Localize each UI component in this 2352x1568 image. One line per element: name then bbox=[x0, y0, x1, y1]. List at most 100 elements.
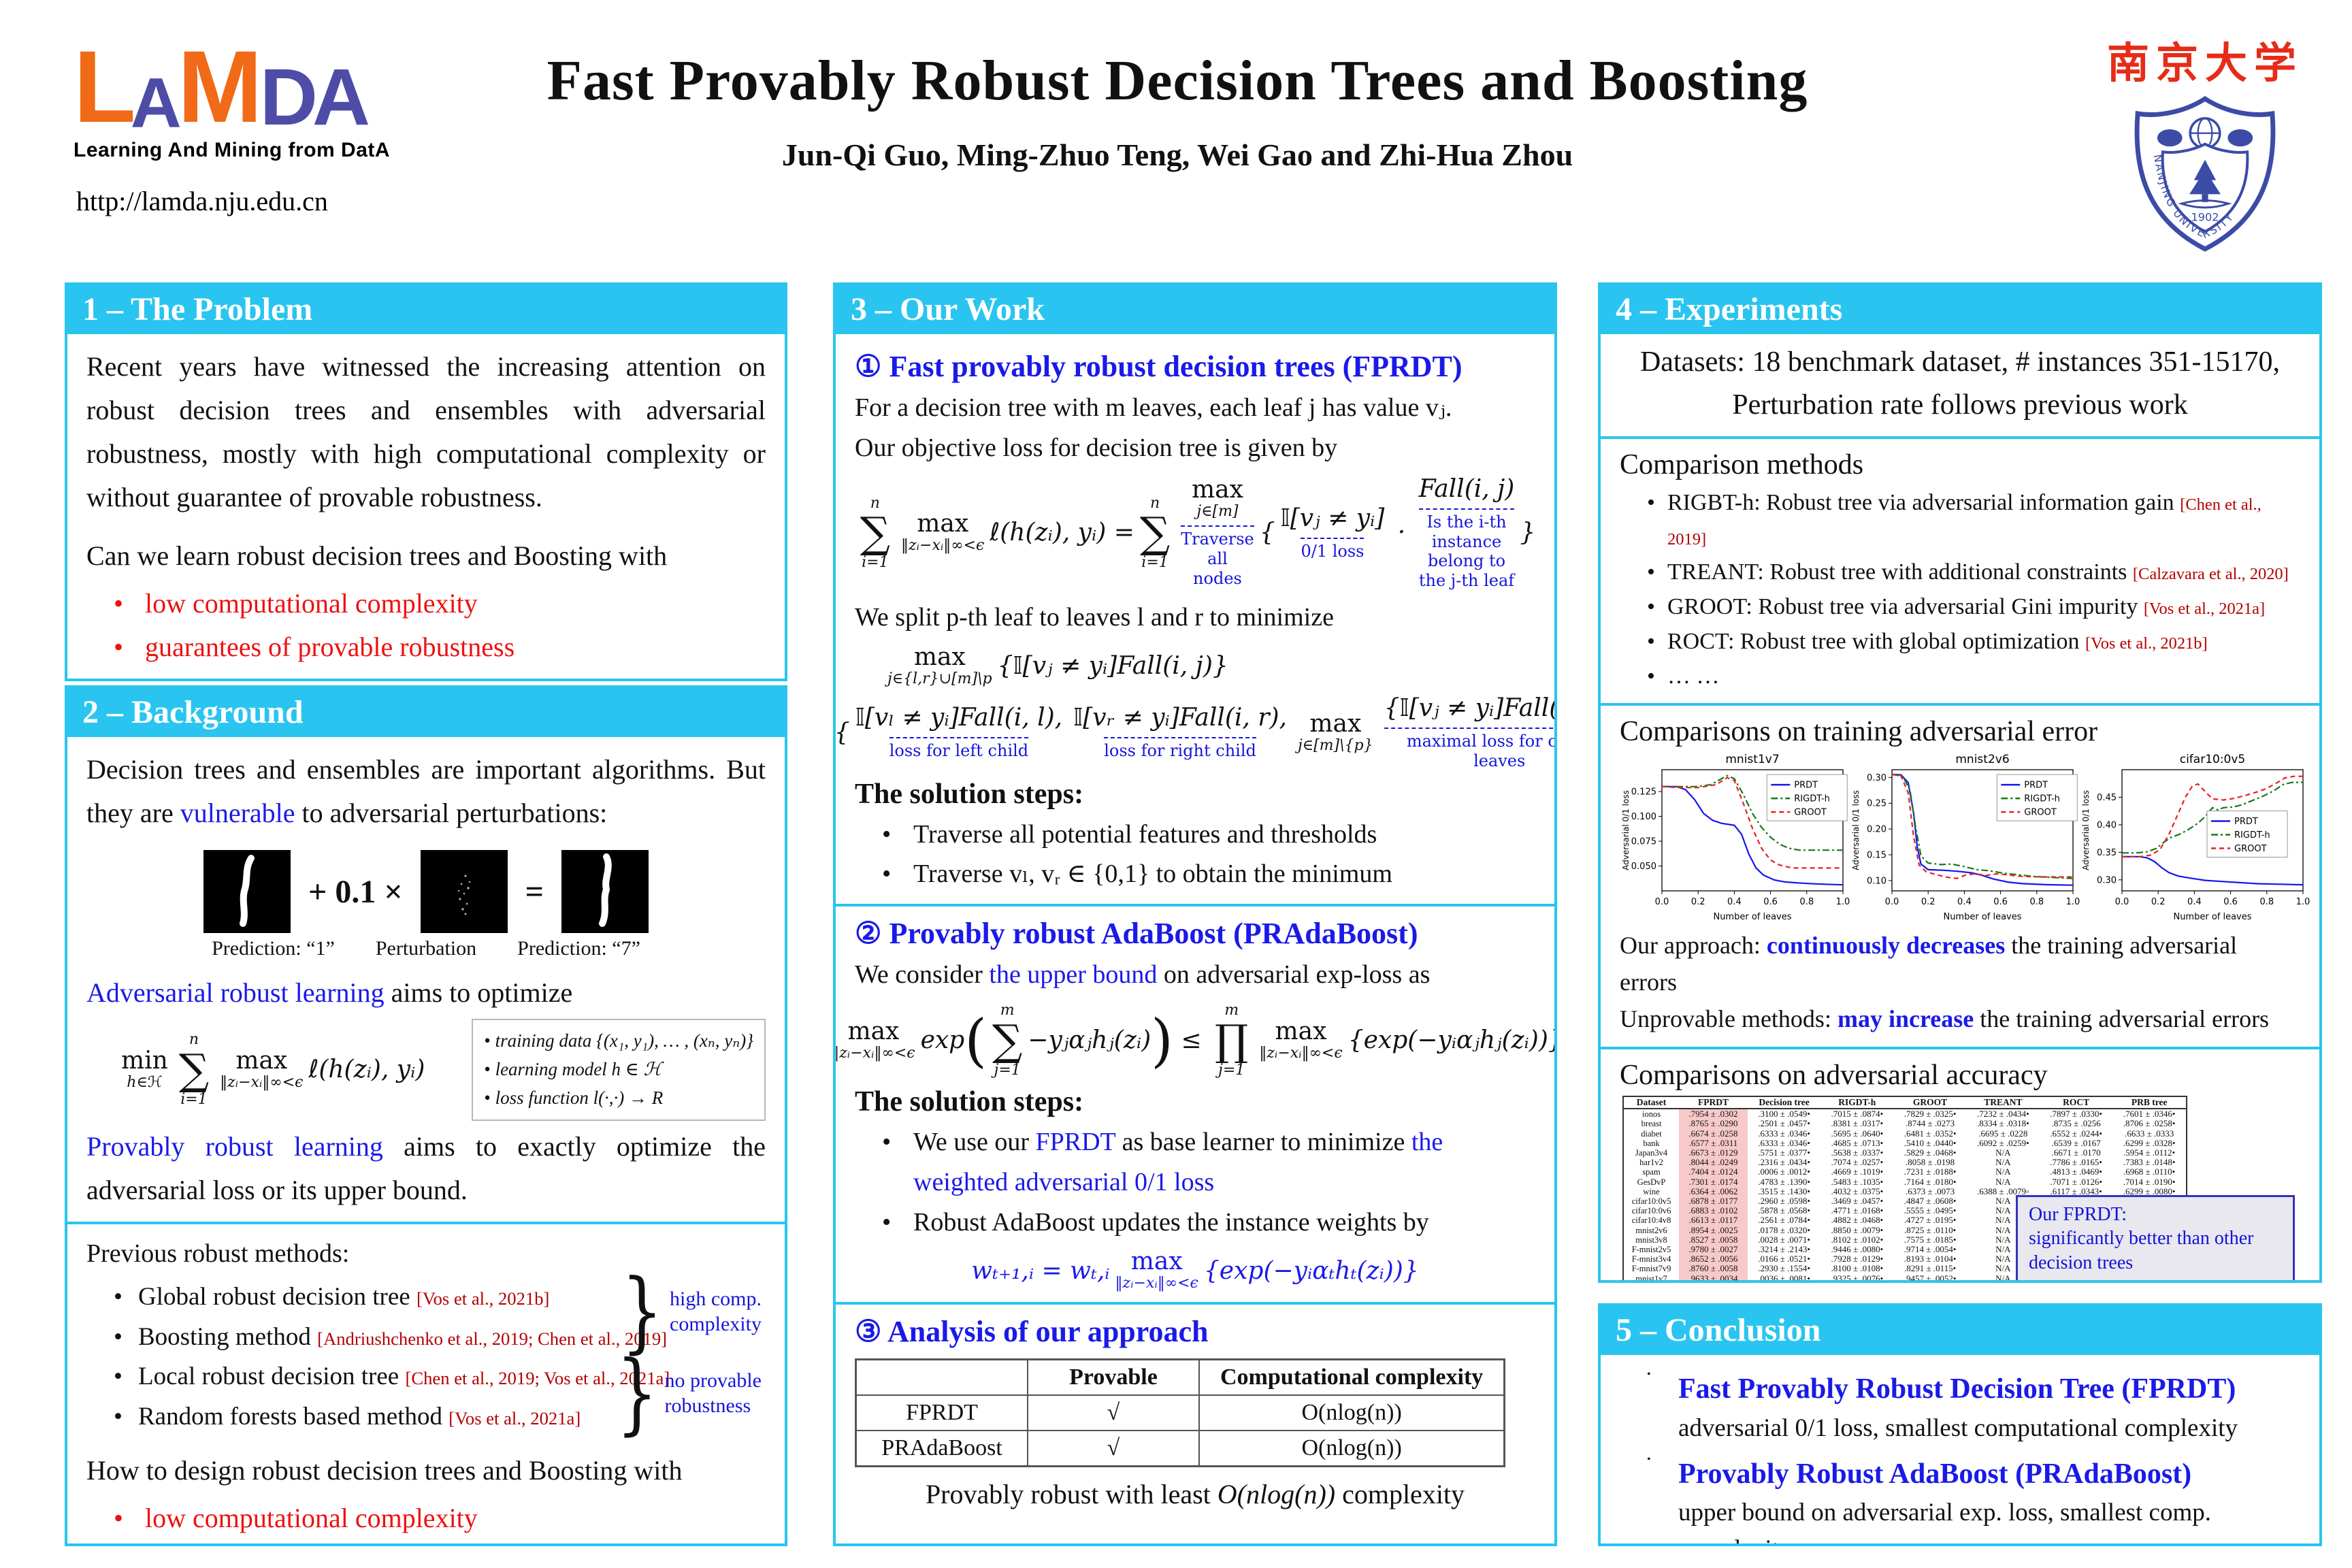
section-problem-title: 1 – The Problem bbox=[67, 285, 785, 334]
svg-text:Number of leaves: Number of leaves bbox=[1943, 912, 2021, 922]
svg-text:cifar10:0v5: cifar10:0v5 bbox=[2180, 753, 2246, 766]
comparison-method: TREANT: Robust tree with additional cons… bbox=[1620, 555, 2300, 589]
column-left: 1 – The Problem Recent years have witnes… bbox=[65, 282, 787, 1546]
training-note-2: Unprovable methods: may increase the tra… bbox=[1620, 1005, 2270, 1032]
svg-text:0.30: 0.30 bbox=[2097, 875, 2117, 885]
plus-scale-operator: + 0.1 × bbox=[308, 873, 403, 910]
svg-text:Adversarial 0/1 loss: Adversarial 0/1 loss bbox=[1851, 790, 1861, 870]
svg-text:Adversarial 0/1 loss: Adversarial 0/1 loss bbox=[2081, 790, 2091, 870]
svg-text:0.45: 0.45 bbox=[2097, 793, 2117, 803]
svg-text:0.125: 0.125 bbox=[1631, 787, 1656, 798]
svg-text:GROOT: GROOT bbox=[2234, 844, 2267, 854]
svg-text:PRDT: PRDT bbox=[1794, 781, 1818, 791]
svg-text:RIGDT-h: RIGDT-h bbox=[1794, 794, 1830, 804]
pradaboost-step: Robust AdaBoost updates the instance wei… bbox=[855, 1203, 1535, 1243]
solution-steps-heading-1: The solution steps: bbox=[855, 778, 1084, 810]
svg-text:GROOT: GROOT bbox=[2024, 808, 2057, 818]
nju-shield-icon: 1902 NANJING UNIVERSITY bbox=[2134, 95, 2276, 252]
fprdt-note: Our FPRDT: significantly better than oth… bbox=[2016, 1195, 2295, 1280]
training-error-heading: Comparisons on training adversarial erro… bbox=[1620, 716, 2098, 747]
svg-text:0.40: 0.40 bbox=[2097, 820, 2117, 830]
svg-text:0.050: 0.050 bbox=[1631, 862, 1656, 872]
comparison-method: GROOT: Robust tree via adversarial Gini … bbox=[1620, 589, 2300, 624]
lamda-logo: LAMDA Learning And Mining from DatA http… bbox=[74, 35, 455, 217]
fprdt-steps: Traverse all potential features and thre… bbox=[855, 815, 1535, 895]
fprdt-results-table-wrap: Dataset FPRDT Decision tree RIGDT-h GROOT TRE… bbox=[1622, 1096, 2300, 1280]
section-experiments-title: 4 – Experiments bbox=[1601, 285, 2319, 334]
section-background-title: 2 – Background bbox=[67, 688, 785, 737]
datasets-line-2: Perturbation rate follows previous work bbox=[1732, 389, 2188, 421]
lamda-url-link[interactable]: http://lamda.nju.edu.cn bbox=[76, 186, 328, 216]
weight-update-formula: wₜ₊₁,ᵢ = wₜ,ᵢ max ‖zᵢ−xᵢ‖∞<ϵ {exp(−yᵢαₜhₜ(z… bbox=[971, 1247, 1419, 1292]
nju-logo-chinese: 南京大学 bbox=[2106, 38, 2303, 88]
section-problem: 1 – The Problem Recent years have witnes… bbox=[65, 282, 787, 681]
svg-text:0.25: 0.25 bbox=[1867, 799, 1886, 809]
brace-no-provable: } no provable robustness bbox=[616, 1341, 762, 1446]
method-item: Local robust decision tree [Chen et al.,… bbox=[86, 1357, 685, 1397]
svg-text:0.4: 0.4 bbox=[1957, 897, 1972, 907]
plot-cifar10-0v5: cifar10:0v5 0.30 0.35 0.40 0.45 0.0 0.2 0.4 0.6 0… bbox=[2080, 752, 2310, 927]
svg-text:1.0: 1.0 bbox=[2296, 897, 2310, 907]
svg-text:0.4: 0.4 bbox=[1727, 897, 1742, 907]
method-item: Boosting method [Andriushchenko et al., … bbox=[86, 1318, 685, 1358]
svg-text:0.100: 0.100 bbox=[1631, 812, 1656, 822]
comparison-method: ROCT: Robust tree with global optimizati… bbox=[1620, 624, 2300, 659]
section-our-work: 3 – Our Work ① Fast provably robust deci… bbox=[833, 282, 1557, 1546]
svg-text:mnist2v6: mnist2v6 bbox=[1955, 753, 2009, 766]
svg-text:1.0: 1.0 bbox=[1836, 897, 1850, 907]
divider bbox=[836, 904, 1554, 907]
adversarial-objective-formula: min h∈ℋ n ∑ i=1 max ‖zᵢ−xᵢ‖∞<ϵ ℓ(h(zᵢ), yᵢ) bbox=[120, 1031, 425, 1108]
analysis-heading: ③ Analysis of our approach bbox=[855, 1314, 1209, 1348]
previous-methods-list: Global robust decision tree [Vos et al.,… bbox=[86, 1260, 766, 1446]
caption-prediction-1: Prediction: “1” bbox=[212, 937, 335, 960]
pradaboost-text: We consider the upper bound on adversari… bbox=[855, 960, 1431, 990]
previous-methods-heading: Previous robust methods: bbox=[86, 1239, 350, 1268]
divider bbox=[1601, 436, 2319, 439]
problem-question: Can we learn robust decision trees and B… bbox=[86, 540, 668, 571]
title-block: Fast Provably Robust Decision Trees and … bbox=[476, 48, 1878, 173]
brace-high-complexity: } high comp. complexity bbox=[621, 1260, 762, 1364]
svg-text:0.0: 0.0 bbox=[2115, 897, 2129, 907]
split-text: We split p-th leaf to leaves l and r to … bbox=[855, 602, 1334, 632]
poster-authors: Jun-Qi Guo, Ming-Zhuo Teng, Wei Gao and … bbox=[781, 137, 1573, 172]
svg-text:0.15: 0.15 bbox=[1867, 850, 1886, 860]
adversarial-example-figure: + 0.1 × = bbox=[86, 850, 766, 933]
brace-icon: } bbox=[621, 1260, 663, 1364]
conclusion-item: Fast Provably Robust Decision Tree (FPRD… bbox=[1620, 1369, 2300, 1447]
problem-bullet: guarantees of provable robustness bbox=[86, 625, 766, 669]
svg-text:mnist1v7: mnist1v7 bbox=[1725, 753, 1779, 766]
lamda-tagline: Learning And Mining from DatA bbox=[74, 139, 391, 161]
poster-title: Fast Provably Robust Decision Trees and … bbox=[546, 49, 1808, 112]
split-formula-line1: max j∈{l,r}∪[m]\p {𝕀[vⱼ ≠ yᵢ]Fall(i, j)} bbox=[887, 642, 1228, 687]
notation-model: learning model h ∈ ℋ bbox=[484, 1056, 753, 1084]
comparison-methods-list: RIGBT-h: Robust tree via adversarial inf… bbox=[1620, 485, 2300, 693]
mnist-digit-1-image bbox=[203, 850, 291, 933]
svg-text:0.2: 0.2 bbox=[2151, 897, 2166, 907]
plot-mnist1v7: mnist1v7 0.050 0.075 0.100 0.125 0.0 0.2 0.4 0.6… bbox=[1620, 752, 1850, 927]
training-error-plots: mnist1v7 0.050 0.075 0.100 0.125 0.0 0.2 0.4 0.6… bbox=[1620, 752, 2310, 927]
svg-text:0.075: 0.075 bbox=[1631, 837, 1656, 847]
nju-logo: 南京大学 1902 NANJING UNIVERSITY bbox=[2093, 29, 2317, 257]
analysis-table: Provable Computational complexity FPRDT √ O(… bbox=[855, 1358, 1535, 1467]
divider bbox=[67, 1221, 785, 1224]
conclusion-item: Provably Robust AdaBoost (PRAdaBoost) up… bbox=[1620, 1454, 2300, 1544]
adversarial-accuracy-heading: Comparisons on adversarial accuracy bbox=[1620, 1060, 2048, 1091]
svg-text:0.6: 0.6 bbox=[1993, 897, 2008, 907]
notation-box: training data {(x₁, y₁), … , (xₙ, yₙ)} l… bbox=[472, 1019, 766, 1121]
svg-text:PRDT: PRDT bbox=[2234, 817, 2258, 827]
svg-text:0.8: 0.8 bbox=[2029, 897, 2044, 907]
svg-text:Number of leaves: Number of leaves bbox=[1713, 912, 1791, 922]
background-intro: Decision trees and ensembles are importa… bbox=[86, 754, 766, 828]
method-item: Global robust decision tree [Vos et al.,… bbox=[86, 1277, 685, 1318]
problem-paragraph: Recent years have witnessed the increasi… bbox=[86, 351, 766, 512]
brace-icon: } bbox=[616, 1341, 658, 1446]
mnist-digit-7-image bbox=[561, 850, 649, 933]
fprdt-results-table: Dataset FPRDT Decision tree RIGDT-h GROOT TRE… bbox=[1622, 1096, 2300, 1280]
split-formula-line2: = max{𝕀[vₗ ≠ yᵢ]Fall(i, l),loss for left… bbox=[836, 694, 1554, 771]
how-to-design: How to design robust decision trees and … bbox=[86, 1455, 683, 1486]
svg-text:Number of leaves: Number of leaves bbox=[2173, 912, 2251, 922]
design-goal-bullet: low computational complexity bbox=[86, 1497, 766, 1540]
method-item: Random forests based method [Vos et al.,… bbox=[86, 1397, 685, 1437]
